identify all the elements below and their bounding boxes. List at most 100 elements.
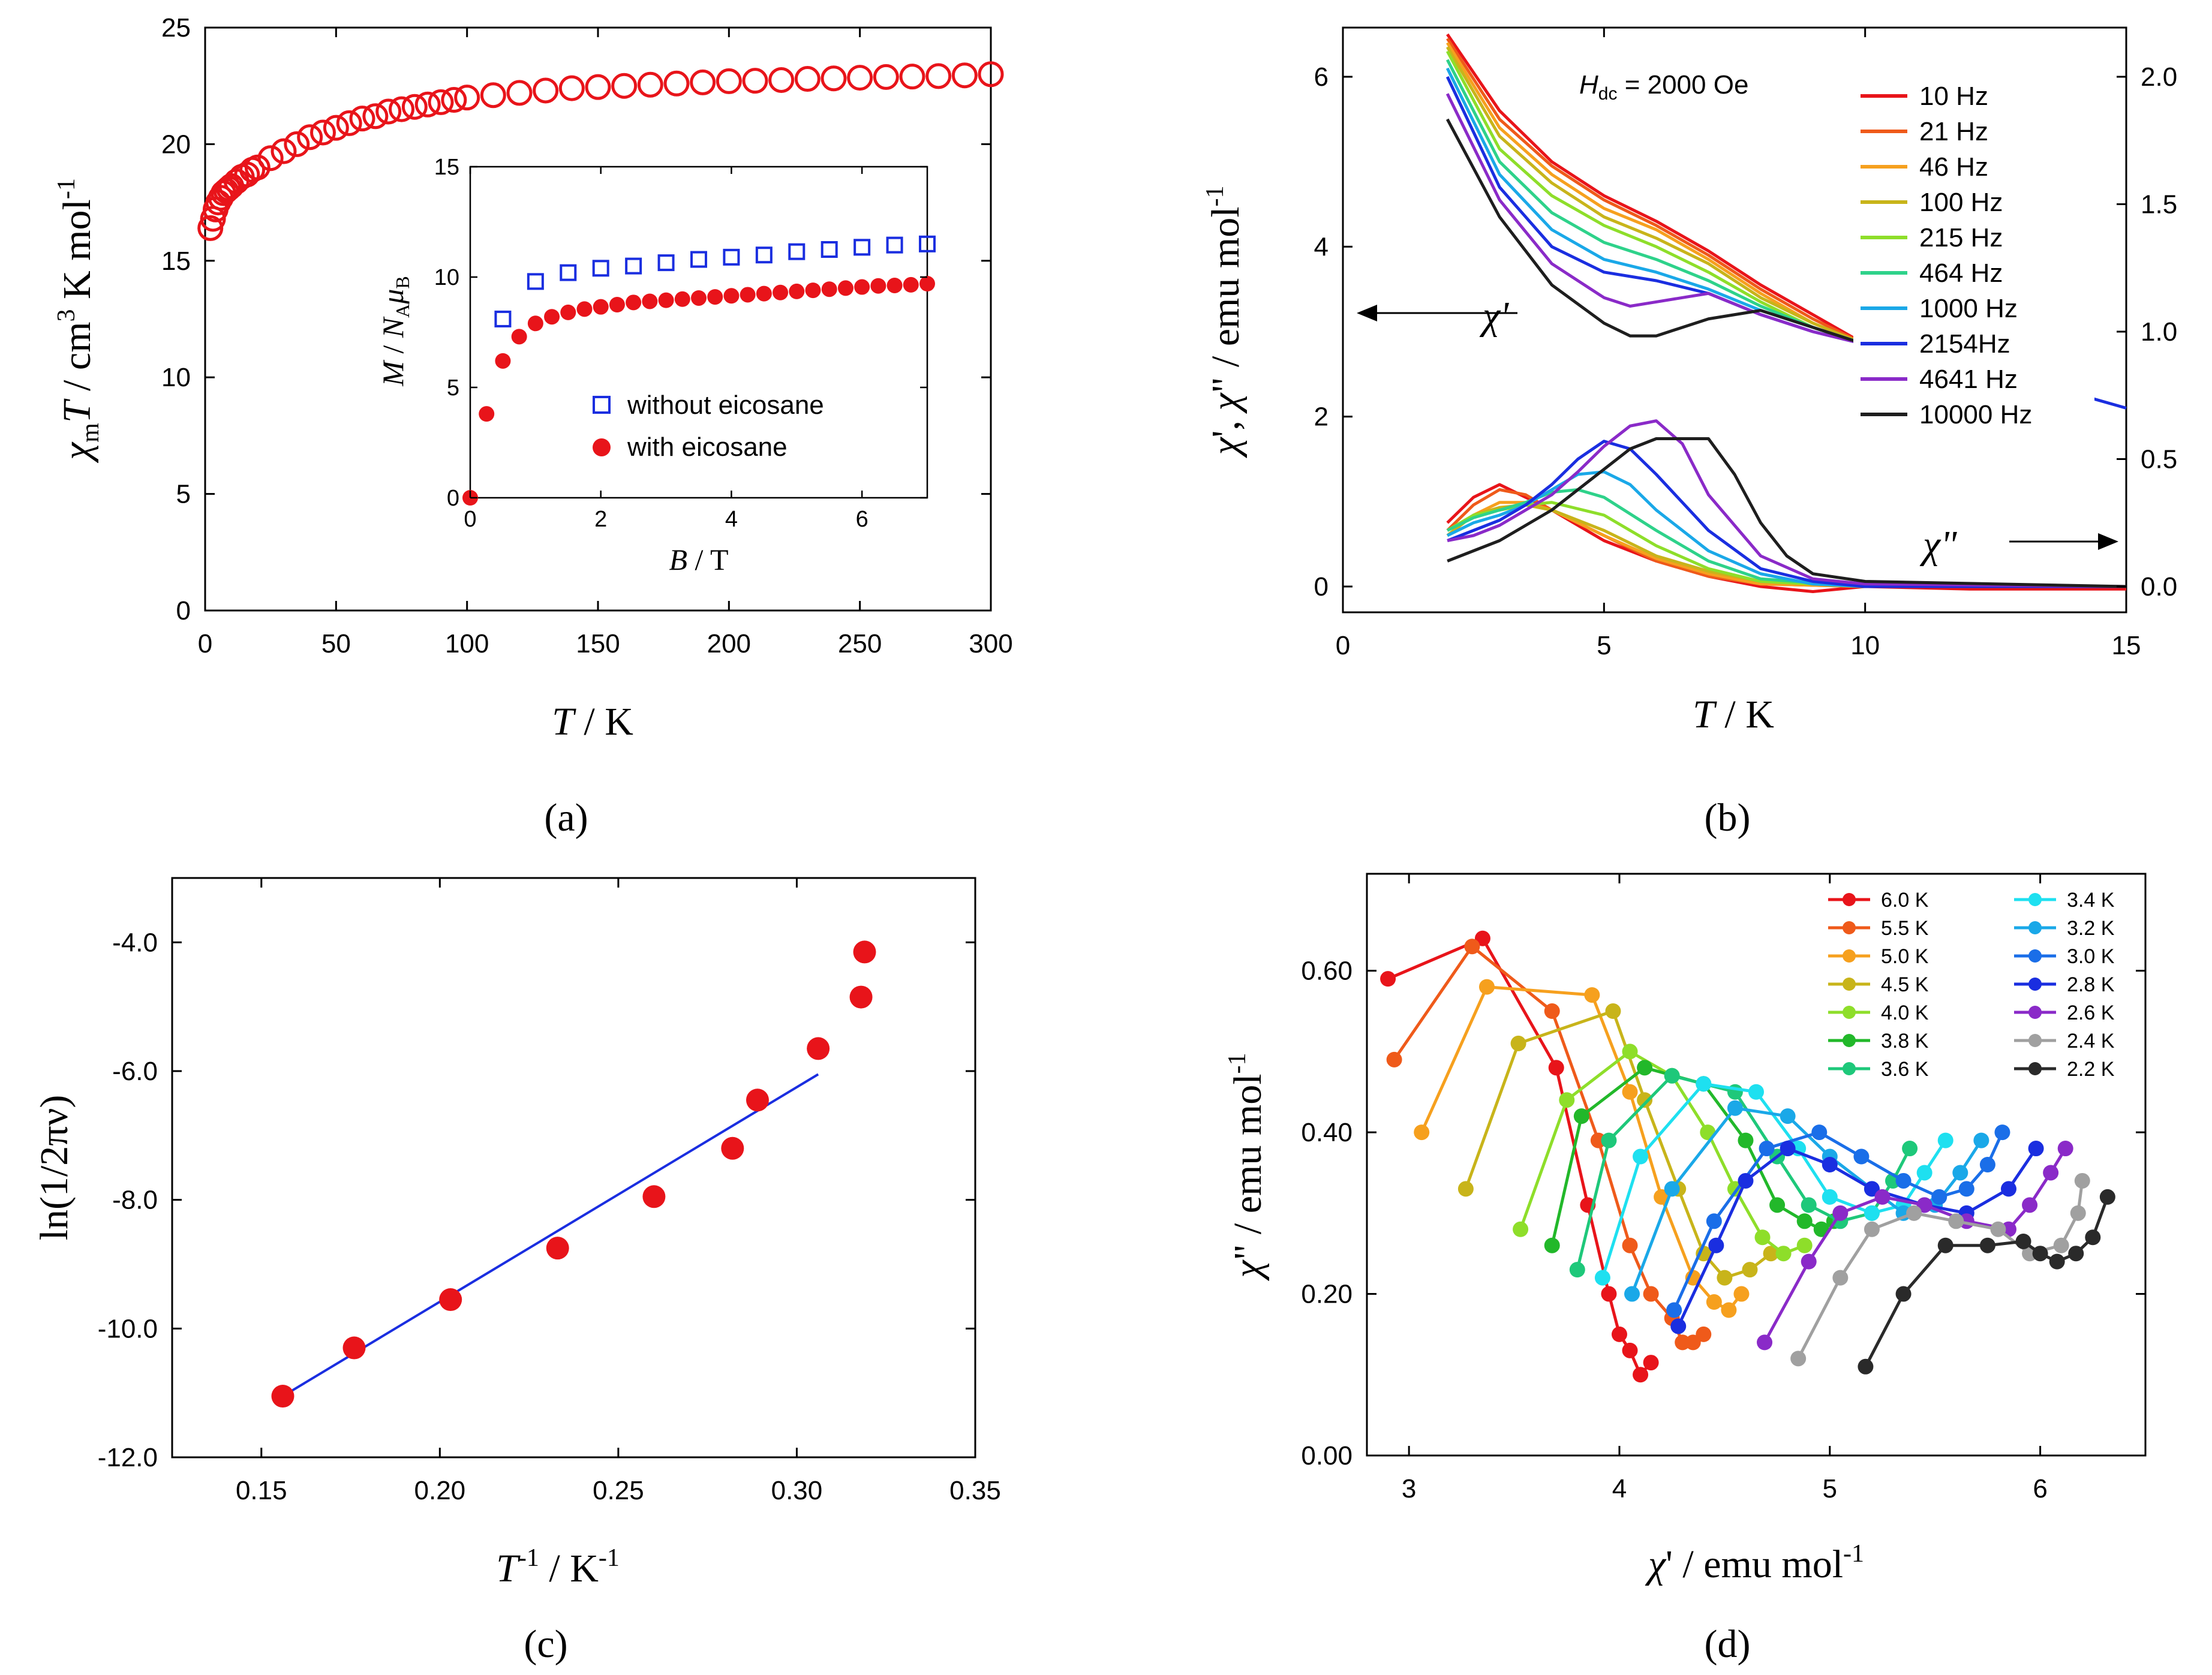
cole-cole-line-4.5K xyxy=(1464,1009,1772,1280)
legend-label: 4641 Hz xyxy=(1919,365,2018,394)
legend-label: 3.6 K xyxy=(1881,1058,1929,1081)
cole-cole-point xyxy=(1706,1294,1722,1310)
with-eicosane-point xyxy=(773,284,789,300)
with-eicosane-point xyxy=(626,294,642,311)
chi-t-point xyxy=(297,124,323,151)
cole-cole-point xyxy=(1380,971,1396,987)
legend-marker-without-eicosane xyxy=(593,396,611,414)
without-eicosane-point xyxy=(919,235,936,252)
cole-cole-point xyxy=(1601,1286,1617,1302)
cole-cole-point xyxy=(1822,1189,1838,1205)
legend-label: 2154Hz xyxy=(1919,329,2010,359)
panel-d-ylabel: χ" / emu mol-1 xyxy=(1224,1052,1270,1281)
hdc-annotation: Hdc = 2000 Oe xyxy=(1579,70,1748,104)
legend-label: 3.8 K xyxy=(1881,1030,1929,1052)
relaxation-point xyxy=(746,1088,769,1112)
panel-c-xlabel: T-1 / K-1 xyxy=(496,1544,620,1590)
cole-cole-point xyxy=(1864,1181,1880,1197)
panel-b-xtick-label: 10 xyxy=(1850,631,1880,660)
chi-t-point xyxy=(310,119,336,146)
cole-cole-point xyxy=(1864,1205,1880,1221)
cole-cole-point xyxy=(1457,1181,1474,1197)
with-eicosane-point xyxy=(560,304,576,320)
panel-a-xtick-label: 300 xyxy=(969,629,1012,658)
cole-cole-point xyxy=(1622,1084,1638,1100)
cole-cole-point xyxy=(1643,1355,1659,1371)
cole-cole-point xyxy=(1801,1197,1817,1213)
chi-t-point xyxy=(441,87,467,113)
with-eicosane-point xyxy=(870,278,886,294)
panel-a-ytick-label: 20 xyxy=(161,130,191,159)
without-eicosane-point xyxy=(788,243,806,260)
panel-a-ytick-label: 0 xyxy=(176,596,191,626)
cole-cole-point xyxy=(1754,1229,1771,1246)
legend-label: 2.6 K xyxy=(2067,1002,2115,1024)
with-eicosane-point xyxy=(919,276,935,292)
cole-cole-point xyxy=(1757,1334,1773,1351)
panel-b-ytick-label: 0 xyxy=(1314,572,1329,602)
chi-t-point xyxy=(716,68,742,94)
cole-cole-point xyxy=(2053,1237,2069,1253)
cole-cole-point xyxy=(1906,1205,1922,1221)
legend-label: 10 Hz xyxy=(1919,82,1988,111)
chi2-curve-21Hz xyxy=(1446,488,2126,588)
with-eicosane-point xyxy=(658,292,674,308)
panel-c-ytick-label: -4.0 xyxy=(112,928,158,957)
cole-cole-point xyxy=(1813,1221,1829,1237)
legend-marker xyxy=(2028,978,2042,991)
panel-a-ytick-label: 10 xyxy=(161,363,191,392)
cole-cole-point xyxy=(2099,1189,2115,1205)
without-eicosane-point xyxy=(560,264,577,281)
cole-cole-point xyxy=(1633,1367,1649,1383)
legend-label: 1000 Hz xyxy=(1919,294,2018,323)
cole-cole-point xyxy=(1721,1302,1737,1318)
panel-a-xtick-label: 200 xyxy=(707,629,751,658)
cole-cole-point xyxy=(1637,1092,1653,1108)
inset-ytick-label: 0 xyxy=(447,486,459,511)
with-eicosane-point xyxy=(903,276,919,293)
cole-cole-point xyxy=(1478,979,1495,995)
inset-xtick-label: 6 xyxy=(856,507,868,532)
panel-d-xtick-label: 4 xyxy=(1612,1474,1627,1503)
chi-t-point xyxy=(611,73,638,99)
cole-cole-point xyxy=(1780,1141,1796,1157)
with-eicosane-point xyxy=(593,299,609,315)
chi1-label: χ' xyxy=(1479,294,1510,338)
chi-t-point xyxy=(899,64,925,90)
legend-background xyxy=(1853,78,2094,432)
legend-label: 5.0 K xyxy=(1881,945,1929,968)
panel-a-ylabel: χmT / cm3 K mol-1 xyxy=(53,178,104,464)
cole-cole-point xyxy=(2043,1165,2059,1181)
cole-cole-point xyxy=(1853,1148,1870,1165)
panel-c-frame xyxy=(171,877,976,1459)
cole-cole-point xyxy=(2028,1141,2044,1157)
cole-cole-point xyxy=(1670,1318,1687,1334)
panel-b-y2tick-label: 0.5 xyxy=(2141,445,2177,474)
legend-label: 2.4 K xyxy=(2067,1030,2115,1052)
panel-b: 0 5 10 15 0 2 4 6 0.0 0.5 1.0 1.5 2.0 T / K χ', χ" /… xyxy=(1201,26,2177,840)
chi-t-point xyxy=(742,68,768,94)
with-eicosane-point xyxy=(511,329,527,345)
panel-b-y2tick-label: 1.5 xyxy=(2141,190,2177,219)
legend-label-without-eicosane: without eicosane xyxy=(627,390,824,420)
legend-marker xyxy=(1843,893,1856,906)
inset-ytick-label: 10 xyxy=(434,265,459,290)
legend-marker xyxy=(1843,1034,1856,1047)
chi-t-point xyxy=(873,64,899,90)
inset-xlabel: B / T xyxy=(669,543,728,576)
legend-label: 3.4 K xyxy=(2067,889,2115,912)
cole-cole-point xyxy=(1622,1237,1638,1253)
cole-cole-point xyxy=(1624,1286,1640,1302)
cole-cole-point xyxy=(1386,1051,1402,1067)
chi-t-point xyxy=(690,69,716,95)
chi-t-point xyxy=(533,77,559,104)
legend-marker xyxy=(1843,949,1856,963)
cole-cole-point xyxy=(1952,1165,1968,1181)
inset-frame xyxy=(469,166,928,499)
panel-c-xtick-label: 0.30 xyxy=(771,1476,823,1505)
panel-b-label: (b) xyxy=(1705,796,1751,840)
chi-t-point xyxy=(284,131,310,157)
chi-t-point xyxy=(362,103,389,130)
cole-cole-line-3.4K xyxy=(1601,1082,1947,1279)
panel-c-label: (c) xyxy=(524,1622,567,1666)
